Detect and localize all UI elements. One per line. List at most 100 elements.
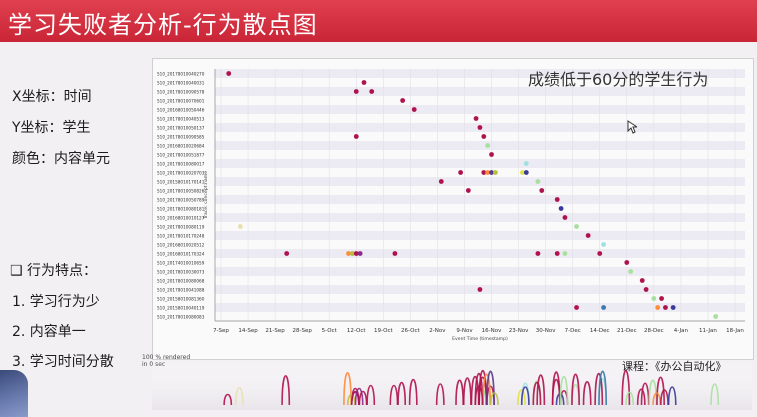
density-peak	[343, 371, 352, 406]
data-point	[438, 179, 444, 184]
y-tick-label: 510_20158010170141	[157, 180, 205, 185]
y-tick-label: 510_20178010080017	[157, 162, 205, 167]
data-point	[226, 71, 232, 76]
data-point	[353, 89, 359, 94]
data-point	[349, 251, 355, 256]
data-point	[639, 278, 645, 283]
data-point	[574, 224, 579, 229]
x-tick-label: 9-Nov	[456, 328, 473, 334]
data-point	[465, 188, 471, 193]
data-point	[597, 251, 603, 256]
density-peak	[532, 381, 542, 406]
data-point	[713, 314, 719, 319]
y-tick-label: 510_20178010070601	[157, 99, 205, 104]
x-tick-label: 21-Dec	[617, 328, 637, 334]
y-tick-label: 510_20178010080181	[157, 207, 205, 212]
render-status-line: in 0 sec	[142, 361, 166, 368]
row-band	[215, 249, 745, 258]
density-peak	[474, 385, 484, 406]
density-peak	[350, 391, 360, 406]
y-tick-label: 510_20178010040270	[157, 72, 205, 77]
density-peak	[281, 374, 291, 406]
data-point	[628, 269, 634, 274]
y-tick-label: 510_20178010090578	[157, 90, 205, 95]
y-tick-label: 510_20178010030073	[157, 270, 205, 275]
data-point	[554, 251, 560, 256]
data-point	[353, 134, 359, 139]
data-point	[477, 287, 483, 292]
density-peak	[571, 383, 580, 406]
x-tick-label: 5-Oct	[322, 328, 338, 334]
density-peak	[660, 389, 669, 406]
y-tick-label: 510_20168010010127	[157, 216, 205, 221]
density-peak	[571, 373, 580, 406]
density-peak	[621, 369, 631, 406]
presenter-figure	[0, 370, 28, 417]
density-peak	[640, 382, 650, 406]
x-tick-label: 14-Sep	[238, 328, 258, 334]
row-band	[215, 69, 745, 78]
density-peak	[652, 392, 662, 406]
x-tick-label: 2-Nov	[429, 328, 446, 334]
trait-item: 3. 学习时间分散	[12, 354, 114, 370]
density-peak	[486, 385, 495, 406]
density-peak	[648, 379, 658, 406]
data-point	[601, 242, 607, 247]
data-point	[400, 98, 406, 103]
y-axis-note: Y坐标：学生	[12, 120, 91, 136]
density-peak	[474, 372, 484, 406]
mouse-cursor-icon	[627, 119, 639, 138]
data-point	[655, 305, 661, 310]
data-point	[574, 305, 579, 310]
density-peak	[346, 393, 356, 406]
x-tick-label: 21-Sep	[265, 328, 285, 334]
density-peak	[636, 388, 646, 406]
data-point	[458, 170, 464, 175]
density-peak	[478, 369, 488, 406]
header-bar: 学习失败者分析-行为散点图	[0, 0, 757, 42]
y-tick-label: 510_20178010050789	[157, 198, 205, 203]
y-axis-label: Trace: concept:name	[203, 171, 209, 220]
x-tick-label: 14-Dec	[590, 328, 610, 334]
density-peak	[486, 370, 495, 406]
y-tick-label: 510_20168010020512	[157, 243, 205, 248]
data-point	[481, 134, 487, 139]
y-tick-label: 510_20178010050826	[157, 189, 205, 194]
data-point	[489, 152, 494, 157]
y-tick-label: 510_20178010041088	[157, 288, 205, 293]
y-tick-label: 510_20178010080119	[157, 225, 205, 230]
density-peak	[532, 380, 542, 406]
density-peak	[559, 389, 569, 406]
y-tick-label: 510_20168010050446	[157, 108, 205, 113]
x-tick-label: 12-Oct	[347, 328, 366, 334]
left-panel: X坐标：时间 Y坐标：学生 颜色：内容单元 ❑ 行为特点： 1. 学习行为少 2…	[0, 42, 150, 417]
data-point	[643, 287, 649, 292]
data-point	[489, 170, 494, 175]
y-tick-label: 510_20178010080068	[157, 279, 205, 284]
density-peak	[656, 376, 665, 406]
data-point	[539, 188, 545, 193]
density-peak	[517, 389, 526, 406]
render-status: 100 % rendered in 0 sec	[142, 354, 190, 368]
x-tick-label: 28-Sep	[292, 328, 312, 334]
data-point	[659, 296, 664, 301]
data-point	[520, 170, 525, 175]
row-band	[215, 303, 745, 312]
plot-frame: 7-Sep 14-Sep 21-Sep 28-Sep 5-Oct 12-Oct 19-Oct…	[152, 58, 754, 360]
data-point	[535, 179, 541, 184]
density-peak	[710, 383, 720, 406]
density-peak	[470, 375, 480, 406]
density-peak	[551, 371, 561, 406]
x-tick-label: 26-Oct	[401, 328, 420, 334]
data-point	[346, 251, 351, 256]
row-band	[215, 195, 745, 204]
density-peak	[462, 377, 472, 406]
density-peak	[234, 386, 244, 406]
density-peak	[520, 386, 530, 406]
data-point	[670, 305, 676, 310]
data-point	[562, 251, 568, 256]
x-tick-label: 16-Nov	[482, 328, 502, 334]
density-peak	[536, 374, 546, 406]
y-tick-label: 510_20178010020703	[157, 171, 205, 176]
row-band	[215, 159, 745, 168]
